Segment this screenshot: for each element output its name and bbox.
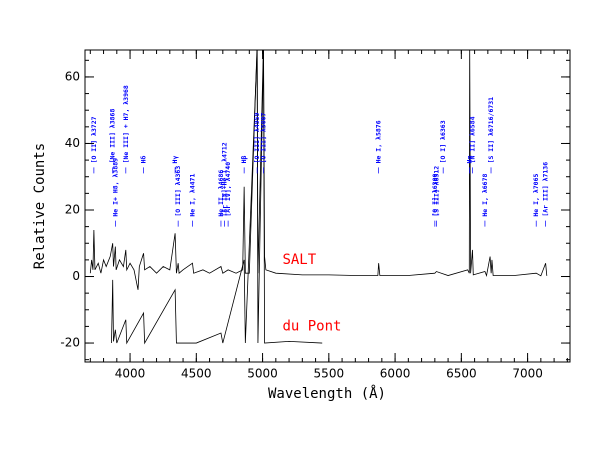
line-annotation: [O I] λ6300: [431, 174, 439, 217]
y-tick-label: 40: [65, 136, 80, 150]
y-tick-label: 60: [65, 69, 80, 83]
y-tick-label: 0: [72, 269, 80, 283]
x-tick-label: 4500: [181, 367, 212, 381]
line-annotation: [O II] λ3727: [90, 116, 98, 163]
line-annotation: Hβ: [240, 156, 248, 164]
x-tick-label: 4000: [115, 367, 146, 381]
line-annotation: [Ne III] λ3868: [109, 109, 117, 164]
x-tick-label: 7000: [512, 367, 543, 381]
spectrum-line: [89, 50, 548, 290]
x-tick-label: 5000: [247, 367, 278, 381]
series-label: du Pont: [282, 318, 341, 334]
line-annotation: [S II] λ6716/6731: [487, 97, 495, 164]
line-annotation: [Ne III] + H7, λ3968: [122, 85, 130, 163]
y-axis-label: Relative Counts: [32, 143, 48, 269]
line-annotation: He I, λ7065: [532, 174, 540, 217]
line-annotation: [Ar IV]+He I, λ4712: [220, 142, 228, 216]
line-annotation: Hδ: [140, 156, 148, 164]
y-tick-label: -20: [60, 336, 80, 350]
plot-frame: [84, 49, 571, 363]
spectrum-line: [111, 50, 323, 345]
line-annotation: [S III] λ6312: [432, 166, 440, 217]
line-annotation: [N II] λ6584: [468, 116, 476, 163]
line-annotation: He I, λ4471: [188, 174, 196, 217]
line-annotation: [O III] λ5007: [259, 112, 267, 163]
x-tick-label: 6000: [380, 367, 411, 381]
line-annotation: [O III] λ4959: [253, 112, 261, 163]
series-label: SALT: [282, 252, 316, 268]
plot-area: [89, 50, 548, 345]
x-tick-label: 5500: [314, 367, 345, 381]
line-annotation: He I+ H8, λ3889: [111, 158, 119, 217]
y-tick-label: 20: [65, 202, 80, 216]
x-axis-label: Wavelength (Å): [268, 385, 386, 402]
line-annotation: [Ar IV], λ4740: [224, 162, 232, 217]
line-annotation: [O III] λ4363: [174, 166, 182, 217]
line-annotation: Hα: [466, 156, 474, 164]
line-annotation: [Ar III] λ7136: [542, 162, 550, 217]
line-annotation: He I, λ6678: [481, 174, 489, 217]
x-tick-label: 6500: [446, 367, 477, 381]
line-annotation: He II, λ4686: [217, 170, 225, 217]
line-annotation: Hγ: [171, 156, 179, 164]
line-annotation: [O I] λ6363: [439, 120, 447, 163]
line-annotation: He I, λ5876: [375, 120, 383, 163]
